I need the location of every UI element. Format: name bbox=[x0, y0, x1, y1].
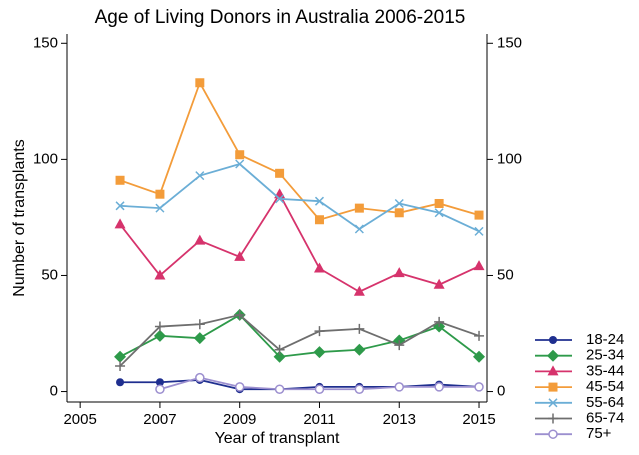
marker bbox=[434, 198, 444, 208]
marker bbox=[474, 226, 484, 236]
marker bbox=[313, 262, 325, 273]
marker bbox=[433, 278, 445, 289]
marker bbox=[116, 378, 125, 387]
marker bbox=[434, 316, 445, 327]
marker bbox=[195, 171, 205, 181]
marker bbox=[235, 150, 245, 160]
marker bbox=[474, 210, 484, 220]
marker bbox=[155, 203, 165, 213]
marker bbox=[115, 361, 126, 372]
marker bbox=[234, 382, 245, 392]
marker bbox=[234, 309, 245, 320]
y-tick-label: 100 bbox=[33, 150, 58, 167]
y-tick-label: 50 bbox=[41, 266, 58, 283]
series-line bbox=[119, 313, 480, 358]
marker bbox=[434, 382, 444, 392]
marker bbox=[354, 323, 365, 334]
marker bbox=[354, 224, 364, 234]
y-tick-label: 0 bbox=[50, 383, 58, 400]
legend-marker bbox=[547, 365, 559, 376]
series-line bbox=[120, 379, 480, 391]
marker bbox=[194, 319, 205, 330]
marker bbox=[235, 159, 245, 169]
legend-marker bbox=[548, 398, 558, 408]
marker bbox=[394, 340, 405, 351]
marker bbox=[314, 384, 325, 394]
marker bbox=[275, 168, 285, 178]
marker bbox=[153, 329, 166, 342]
marker bbox=[154, 269, 166, 280]
legend-marker bbox=[548, 413, 558, 424]
marker bbox=[274, 344, 285, 355]
legend-marker bbox=[548, 382, 558, 392]
marker bbox=[155, 378, 164, 387]
y-tick-label: 150 bbox=[33, 34, 58, 51]
x-tick-label: 2013 bbox=[383, 411, 416, 428]
marker bbox=[155, 189, 165, 199]
marker bbox=[115, 175, 125, 185]
marker bbox=[393, 267, 405, 278]
legend-label: 55-64 bbox=[586, 394, 624, 411]
y-axis-label: Number of transplants bbox=[11, 139, 28, 296]
marker bbox=[474, 382, 484, 392]
chart-title: Age of Living Donors in Australia 2006-2… bbox=[95, 7, 466, 28]
marker bbox=[314, 215, 324, 225]
marker bbox=[274, 188, 286, 199]
legend-marker bbox=[549, 336, 557, 344]
marker bbox=[314, 326, 325, 337]
marker bbox=[354, 203, 364, 213]
marker bbox=[275, 194, 285, 204]
marker bbox=[434, 208, 444, 218]
x-tick-label: 2011 bbox=[303, 411, 335, 428]
marker bbox=[394, 382, 405, 392]
x-tick-label: 2007 bbox=[143, 411, 176, 428]
legend-label: 75+ bbox=[586, 425, 612, 442]
y2-tick-label: 50 bbox=[497, 266, 514, 283]
marker bbox=[354, 384, 365, 394]
marker bbox=[274, 384, 285, 394]
marker bbox=[195, 372, 205, 383]
marker bbox=[474, 330, 485, 341]
y2-tick-label: 0 bbox=[497, 383, 505, 400]
marker bbox=[394, 198, 404, 209]
marker bbox=[314, 196, 325, 206]
legend-label: 45-54 bbox=[586, 378, 624, 395]
marker bbox=[273, 350, 286, 363]
marker bbox=[353, 285, 365, 296]
series-line bbox=[119, 163, 480, 233]
marker bbox=[353, 343, 366, 356]
x-tick-label: 2009 bbox=[223, 411, 256, 428]
legend-label: 65-74 bbox=[586, 409, 624, 426]
marker bbox=[194, 234, 206, 245]
marker bbox=[195, 78, 205, 88]
y2-tick-label: 100 bbox=[497, 150, 522, 167]
marker bbox=[394, 208, 404, 218]
marker bbox=[114, 350, 127, 363]
marker bbox=[154, 321, 165, 332]
legend-marker bbox=[547, 349, 559, 362]
marker bbox=[313, 346, 326, 359]
legend-label: 35-44 bbox=[586, 362, 624, 379]
marker bbox=[193, 332, 206, 345]
x-tick-label: 2005 bbox=[63, 411, 96, 428]
marker bbox=[473, 350, 486, 363]
marker bbox=[234, 250, 246, 261]
legend-marker bbox=[548, 429, 558, 439]
marker bbox=[155, 384, 165, 394]
series-line bbox=[119, 313, 480, 367]
x-tick-label: 2015 bbox=[462, 411, 495, 428]
x-axis-label: Year of transplant bbox=[215, 430, 340, 447]
y2-tick-label: 150 bbox=[497, 34, 522, 51]
marker bbox=[114, 218, 126, 229]
marker bbox=[473, 260, 485, 271]
series-line bbox=[119, 192, 480, 293]
legend-label: 25-34 bbox=[586, 347, 624, 364]
marker bbox=[115, 201, 125, 211]
legend-label: 18-24 bbox=[586, 331, 624, 348]
